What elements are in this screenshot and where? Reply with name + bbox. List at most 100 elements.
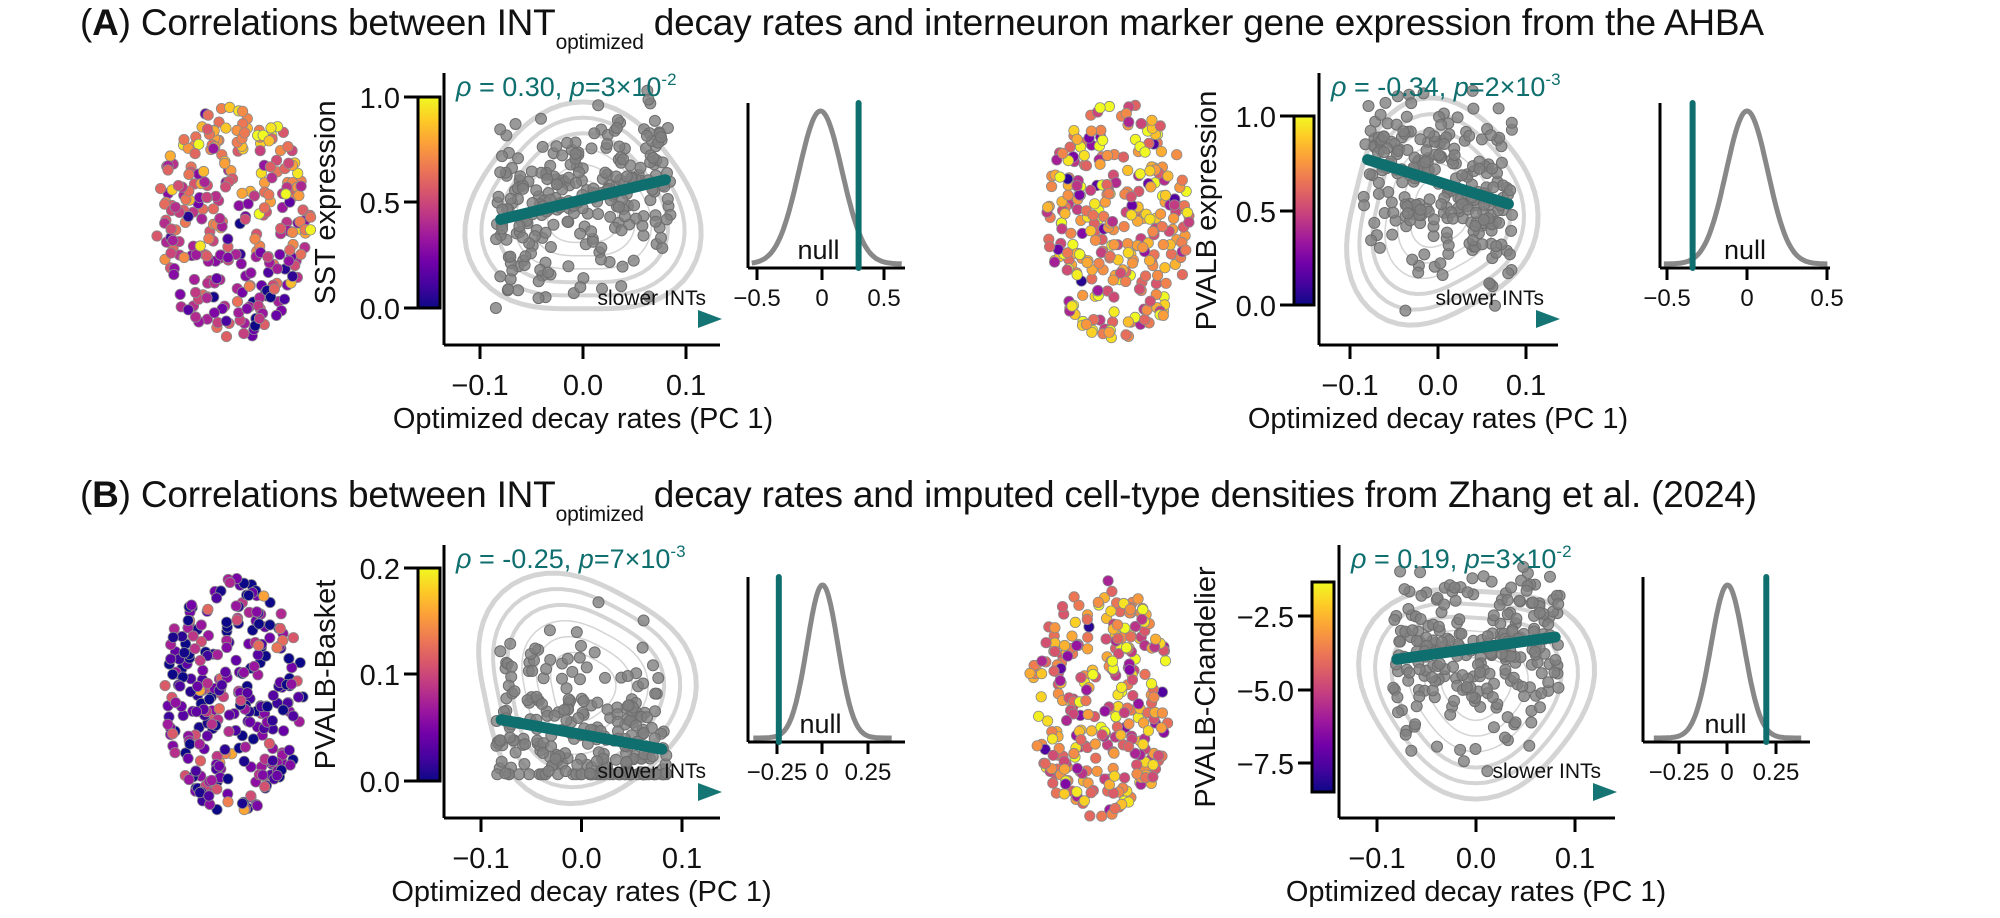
x-tick-label: −0.1	[1348, 843, 1405, 875]
brain-region-dot	[1109, 802, 1121, 815]
scatter-point	[519, 250, 532, 263]
scatter-point	[1372, 176, 1385, 189]
scatter-point	[1435, 118, 1448, 131]
brain-region-dot	[1106, 655, 1119, 667]
brain-region-dot	[283, 652, 295, 665]
brain-map-pvalb	[1041, 99, 1195, 344]
scatter-point	[526, 665, 539, 677]
scatter-point	[1400, 110, 1413, 123]
scatter-point	[636, 641, 649, 654]
brain-region-dot	[1086, 326, 1098, 338]
brain-region-dot	[1137, 738, 1149, 750]
brain-region-dot	[1097, 134, 1109, 146]
scatter-point	[575, 639, 587, 652]
scatter-point	[529, 642, 542, 655]
brain-region-dot	[165, 223, 177, 235]
brain-region-dot	[213, 703, 225, 715]
brain-region-dot	[262, 251, 274, 263]
brain-region-dot	[275, 608, 287, 620]
brain-region-dot	[185, 599, 198, 611]
brain-region-dot	[1122, 164, 1134, 176]
scatter-point	[1473, 162, 1486, 175]
brain-region-dot	[286, 270, 299, 282]
scatter-point	[543, 624, 556, 637]
scatter-point	[1490, 240, 1503, 253]
scatter-point	[1362, 100, 1375, 112]
scatter-point	[1418, 248, 1431, 261]
scatter-point	[561, 215, 574, 228]
scatter-point	[577, 695, 590, 708]
density-contour	[1372, 601, 1580, 786]
scatter-point	[647, 151, 660, 164]
null-distribution-curve	[750, 108, 903, 267]
scatter-point	[595, 241, 608, 254]
brain-region-dot	[241, 687, 253, 699]
scatter-point	[585, 142, 598, 155]
scatter-point	[1363, 168, 1376, 181]
brain-region-dot	[238, 666, 250, 679]
scatter-point	[1447, 660, 1459, 673]
scatter-point	[1505, 116, 1518, 129]
brain-region-dot	[1162, 170, 1174, 182]
p-exponent: -2	[1556, 542, 1571, 561]
scatter-point	[1394, 565, 1407, 578]
brain-region-dot	[1159, 262, 1171, 274]
scatter-point	[638, 768, 651, 781]
scatter-point	[542, 266, 554, 279]
scatter-point	[648, 114, 661, 127]
p-symbol: p	[569, 72, 585, 102]
brain-map-pvalb-chandelier	[1024, 575, 1174, 822]
brain-region-dot	[1096, 729, 1108, 741]
brain-region-dot	[1084, 810, 1096, 822]
brain-region-dot	[1054, 675, 1066, 687]
scatter-point	[1417, 87, 1430, 100]
scatter-point	[1423, 193, 1436, 206]
brain-region-dot	[253, 639, 265, 652]
scatter-point	[1523, 739, 1536, 752]
brain-region-dot	[1127, 689, 1139, 702]
brain-region-dot	[1126, 674, 1139, 686]
brain-region-dot	[1142, 725, 1155, 737]
scatter-point	[541, 173, 554, 185]
brain-region-dot	[264, 161, 276, 173]
scatter-point	[1438, 138, 1451, 150]
brain-region-dot	[1095, 124, 1107, 136]
brain-region-dot	[1152, 749, 1165, 762]
brain-region-dot	[1075, 671, 1087, 684]
brain-region-dot	[1054, 171, 1066, 183]
brain-region-dot	[251, 800, 263, 812]
brain-region-dot	[1150, 633, 1162, 645]
rho-symbol: ρ	[455, 72, 471, 102]
brain-region-dot	[1119, 772, 1131, 784]
scatter-point	[1432, 620, 1445, 633]
brain-region-dot	[1122, 247, 1134, 259]
scatter-point	[1388, 613, 1401, 626]
scatter-point	[1486, 162, 1499, 175]
brain-region-dot	[203, 693, 215, 705]
brain-region-dot	[233, 200, 245, 212]
brain-region-dot	[249, 233, 261, 245]
brain-region-dot	[219, 743, 231, 756]
scatter-point	[1414, 203, 1427, 216]
brain-region-dot	[1087, 209, 1099, 221]
p-exponent: -2	[661, 70, 676, 89]
scatter-point	[512, 152, 524, 165]
brain-region-dot	[1120, 642, 1133, 654]
scatter-point	[592, 596, 605, 609]
brain-region-dot	[239, 127, 251, 139]
p-symbol: p	[1464, 544, 1480, 574]
scatter-point	[620, 170, 633, 183]
scatter-point	[574, 281, 587, 294]
brain-region-dot	[201, 191, 213, 203]
brain-region-dot	[270, 309, 282, 321]
brain-region-dot	[1058, 788, 1070, 800]
null-x-tick-label: 0.5	[867, 285, 900, 312]
x-tick-label: 0.0	[1456, 843, 1496, 875]
brain-region-dot	[1108, 239, 1120, 251]
scatter-point	[642, 93, 655, 106]
scatter-point	[518, 758, 531, 770]
brain-region-dot	[167, 668, 179, 681]
correlation-stats: ρ = 0.19, p=3×10-2	[1350, 542, 1572, 574]
brain-region-dot	[1071, 180, 1083, 192]
arrow-head-icon	[1536, 310, 1560, 328]
